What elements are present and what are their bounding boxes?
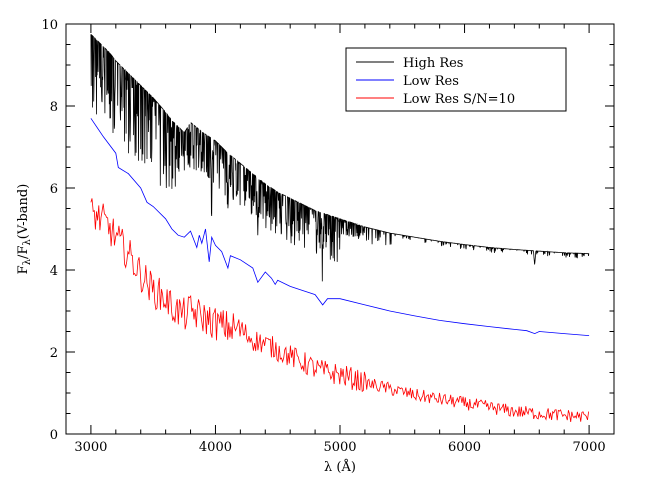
legend-label-low-res: Low Res	[403, 74, 459, 89]
series-2	[90, 198, 589, 423]
y-tick-label: 10	[41, 18, 58, 33]
axis-tick-labels: 3000 4000 5000 6000 7000 0 2 4 6 8 10	[41, 18, 605, 455]
y-axis-label-slash: /F	[16, 246, 31, 259]
y-tick-label: 4	[50, 264, 58, 279]
x-tick-label: 7000	[573, 440, 606, 455]
series-1	[90, 118, 590, 336]
y-tick-label: 2	[50, 346, 58, 361]
y-axis-label-tail: (V-band)	[16, 184, 31, 240]
x-tick-label: 3000	[74, 440, 107, 455]
series-layer	[90, 33, 590, 423]
axis-ticks	[65, 23, 615, 435]
x-tick-label: 4000	[199, 440, 232, 455]
legend: High Res Low Res Low Res S/N=10	[345, 47, 567, 112]
x-tick-label: 5000	[323, 440, 356, 455]
x-axis-label: λ (Å)	[324, 459, 356, 475]
y-axis-label-sub1: λ	[22, 258, 33, 265]
y-axis-label: Fλ/Fλ(V-band)	[16, 184, 33, 275]
legend-label-low-res-sn10: Low Res S/N=10	[403, 92, 515, 107]
series-0	[90, 33, 590, 282]
y-tick-label: 0	[50, 428, 58, 443]
y-axis-label-sub2: λ	[22, 239, 33, 246]
y-axis-label-f1: F	[16, 265, 31, 274]
x-tick-label: 6000	[448, 440, 481, 455]
legend-label-high-res: High Res	[403, 56, 463, 71]
series-line-2	[90, 198, 589, 423]
series-line-1	[90, 118, 590, 336]
series-line-0	[90, 33, 590, 282]
y-tick-label: 6	[50, 182, 58, 197]
y-tick-label: 8	[50, 100, 58, 115]
